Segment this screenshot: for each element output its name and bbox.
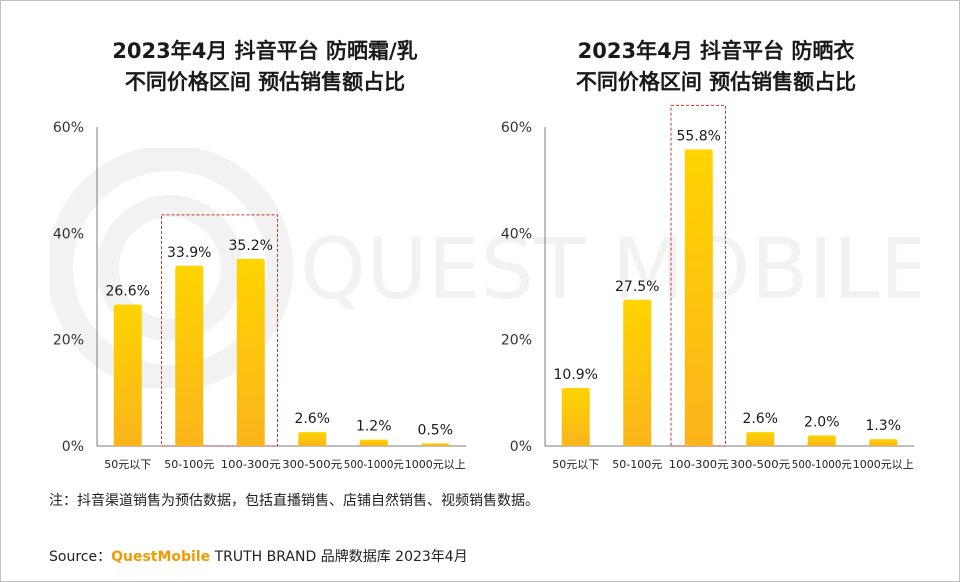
y-tick-label: 0%	[62, 439, 84, 455]
bar-50元以下	[113, 304, 142, 446]
data-label: 26.6%	[106, 284, 150, 300]
bar-charts: 0% 20% 40% 60% 26.6% 50元以下 33.9% 50-100元 35.2% 10…	[53, 104, 914, 471]
bar-50元以下	[561, 388, 590, 446]
data-label: 55.8%	[677, 128, 721, 144]
y-tick-label: 40%	[53, 226, 84, 242]
chart-1-title-line1: 2023年4月 抖音平台 防晒霜/乳	[112, 39, 418, 63]
bar-50-100元	[175, 265, 204, 446]
footnote: 注：抖音渠道销售为预估数据，包括直播销售、店铺自然销售、视频销售数据。	[49, 493, 539, 509]
bar-100-300元	[684, 149, 713, 446]
y-tick-label: 60%	[53, 120, 84, 136]
chart-2-title-line1: 2023年4月 抖音平台 防晒衣	[577, 39, 855, 63]
chart-1: 0% 20% 40% 60% 26.6% 50元以下 33.9% 50-100元 35.2% 10…	[53, 120, 466, 471]
bar-50-100元	[623, 299, 652, 446]
data-label: 2.6%	[294, 411, 330, 427]
chart-2: 0% 20% 40% 60% 10.9% 50元以下 27.5% 50-100元 55.8% 10…	[501, 104, 914, 471]
bar-500-1000元	[807, 435, 836, 446]
y-tick-label: 20%	[53, 333, 84, 349]
category-label: 500-1000元	[792, 458, 852, 471]
category-label: 50-100元	[612, 458, 662, 471]
bar-300-500元	[298, 432, 327, 446]
bar-1000元以上	[869, 439, 898, 446]
source-line: Source：QuestMobile TRUTH BRAND 品牌数据库 202…	[49, 546, 468, 566]
y-tick-label: 40%	[501, 226, 532, 242]
category-label: 300-500元	[282, 458, 342, 471]
category-label: 100-300元	[221, 458, 281, 471]
chart-1-title: 2023年4月 抖音平台 防晒霜/乳 不同价格区间 预估销售额占比	[45, 36, 485, 98]
y-tick-label: 0%	[510, 439, 532, 455]
bar-1000元以上	[421, 443, 450, 446]
data-label: 10.9%	[554, 367, 598, 383]
category-label: 50-100元	[164, 458, 214, 471]
source-label: Source：	[49, 549, 112, 565]
data-label: 27.5%	[615, 279, 659, 295]
chart-1-title-line2: 不同价格区间 预估销售额占比	[124, 70, 406, 94]
y-tick-label: 60%	[501, 120, 532, 136]
data-label: 1.3%	[865, 418, 901, 434]
chart-2-title: 2023年4月 抖音平台 防晒衣 不同价格区间 预估销售额占比	[496, 36, 936, 98]
category-label: 100-300元	[669, 458, 729, 471]
data-label: 35.2%	[229, 238, 273, 254]
bar-300-500元	[746, 432, 775, 446]
category-label: 1000元以上	[853, 458, 914, 471]
y-tick-label: 20%	[501, 333, 532, 349]
source-brand: QuestMobile	[111, 549, 211, 565]
category-label: 500-1000元	[344, 458, 404, 471]
data-label: 2.0%	[804, 414, 840, 430]
data-label: 2.6%	[742, 411, 778, 427]
category-label: 1000元以上	[405, 458, 466, 471]
highlight-box	[161, 214, 278, 447]
source-text: TRUTH BRAND 品牌数据库 2023年4月	[210, 549, 468, 565]
category-label: 50元以下	[552, 458, 599, 471]
chart-2-title-line2: 不同价格区间 预估销售额占比	[575, 70, 857, 94]
category-label: 50元以下	[104, 458, 151, 471]
category-label: 300-500元	[730, 458, 790, 471]
data-label: 1.2%	[356, 419, 392, 435]
data-label: 33.9%	[167, 245, 211, 261]
data-label: 0.5%	[417, 422, 453, 438]
bar-100-300元	[236, 258, 265, 446]
bar-500-1000元	[359, 439, 388, 446]
